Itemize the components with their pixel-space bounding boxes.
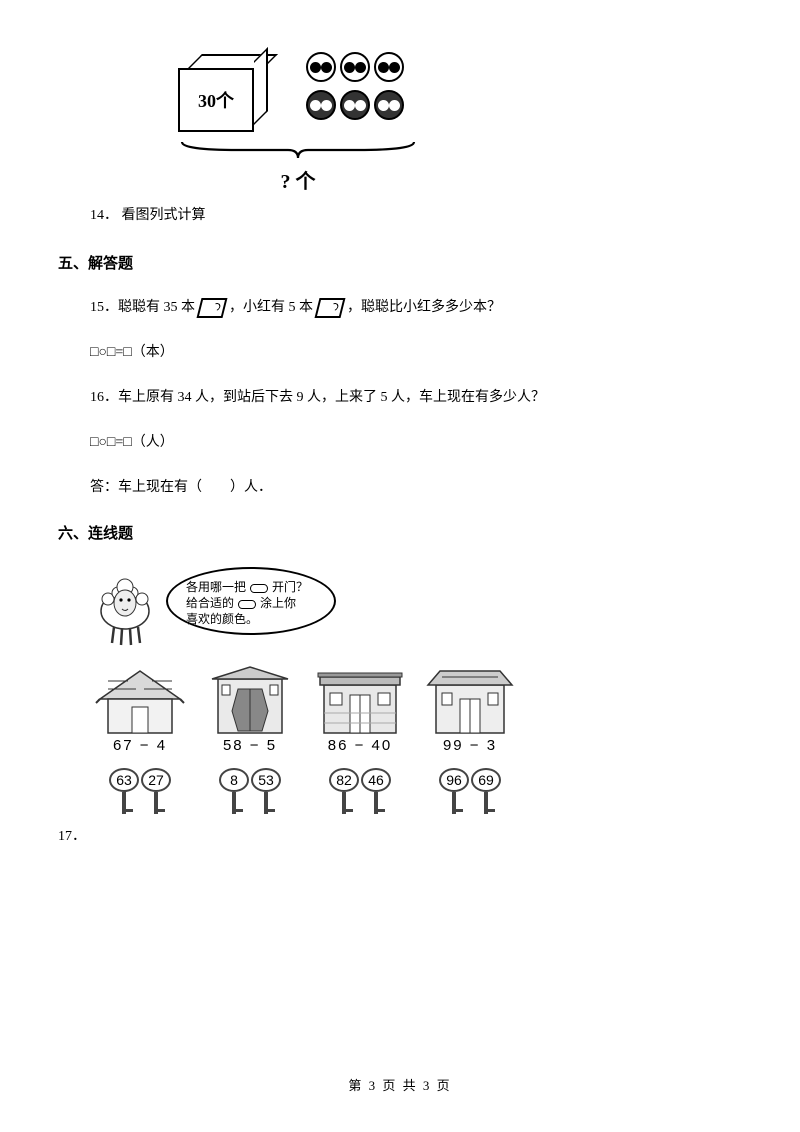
- sheep-icon: [90, 567, 160, 647]
- q14-prompt: 看图列式计算: [122, 208, 206, 223]
- house-eq-2: 58 − 5: [223, 737, 277, 754]
- section5-heading: 五、解答题: [58, 252, 742, 273]
- key-value: 96: [439, 768, 469, 792]
- key-icon: 69: [471, 768, 501, 814]
- bubble-l1a: 各用哪一把: [186, 580, 246, 594]
- key-pair-4: 96 69: [420, 768, 520, 814]
- key-icon: 27: [141, 768, 171, 814]
- book-icon: [315, 298, 346, 318]
- q16-formula: □○□=□（人）: [90, 432, 742, 453]
- q14-unknown: ? 个: [178, 165, 418, 194]
- house-icon: [422, 665, 518, 735]
- q17-number: 17．: [58, 826, 86, 847]
- q14-number: 14．: [90, 208, 118, 223]
- key-icon: 53: [251, 768, 281, 814]
- key-icon: [250, 584, 268, 593]
- key-value: 27: [141, 768, 171, 792]
- speech-bubble: 各用哪一把 开门？ 给合适的 涂上你 喜欢的颜色。: [166, 567, 336, 635]
- key-pair-3: 82 46: [310, 768, 410, 814]
- q17-figure: 各用哪一把 开门？ 给合适的 涂上你 喜欢的颜色。: [90, 567, 520, 814]
- footer-prefix: 第: [348, 1078, 363, 1093]
- footer-total: 3: [423, 1078, 432, 1093]
- bubble-l1b: 开门？: [272, 580, 308, 594]
- q15-formula: □○□=□（本）: [90, 342, 742, 363]
- key-icon: [238, 600, 256, 609]
- house-eq-1: 67 − 4: [113, 737, 167, 754]
- cube-label: 30个: [178, 68, 254, 132]
- bubble-l3: 喜欢的颜色。: [186, 611, 316, 627]
- house-icon: [202, 665, 298, 735]
- q14-figure: 30个 ? 个: [178, 40, 478, 194]
- key-pair-2: 8 53: [200, 768, 300, 814]
- key-value: 63: [109, 768, 139, 792]
- key-pair-1: 63 27: [90, 768, 190, 814]
- q16-line: 16． 车上原有 34 人，到站后下去 9 人，上来了 5 人，车上现在有多少人…: [90, 387, 742, 408]
- key-value: 53: [251, 768, 281, 792]
- section6-heading: 六、连线题: [58, 522, 742, 543]
- key-value: 8: [219, 768, 249, 792]
- q15-number: 15．: [90, 297, 118, 318]
- house-3: 86 − 40: [310, 665, 410, 754]
- key-value: 69: [471, 768, 501, 792]
- bubble-l2b: 涂上你: [260, 596, 296, 610]
- q15-line: 15． 聪聪有 35 本 ，小红有 5 本 ，聪聪比小红多多少本？: [90, 297, 742, 318]
- ball-icon: [306, 90, 336, 120]
- q14-top-row: 30个: [178, 40, 478, 132]
- ball-icon: [306, 52, 336, 82]
- book-icon: [197, 298, 228, 318]
- soccer-balls: [306, 52, 404, 120]
- house-icon: [92, 665, 188, 735]
- q16-number: 16．: [90, 387, 118, 408]
- key-icon: 96: [439, 768, 469, 814]
- house-icon: [312, 665, 408, 735]
- keys-row: 63 27 8 53 82 46: [90, 768, 520, 814]
- footer-mid: 页 共: [382, 1078, 417, 1093]
- key-icon: 46: [361, 768, 391, 814]
- key-icon: 82: [329, 768, 359, 814]
- ball-icon: [340, 52, 370, 82]
- key-value: 82: [329, 768, 359, 792]
- q16-answer: 答：车上现在有（ ）人．: [90, 477, 742, 498]
- q15-text-c: ，聪聪比小红多多少本？: [347, 297, 501, 318]
- ball-icon: [374, 90, 404, 120]
- house-2: 58 − 5: [200, 665, 300, 754]
- q14-text-line: 14． 看图列式计算: [58, 204, 742, 224]
- ball-icon: [374, 52, 404, 82]
- key-icon: 8: [219, 768, 249, 814]
- cube-box: 30个: [178, 54, 270, 132]
- q15-text-b: ，小红有 5 本: [229, 297, 313, 318]
- footer-suffix: 页: [437, 1078, 452, 1093]
- ball-icon: [340, 90, 370, 120]
- house-eq-3: 86 − 40: [328, 737, 392, 754]
- key-icon: 63: [109, 768, 139, 814]
- q16-text: 车上原有 34 人，到站后下去 9 人，上来了 5 人，车上现在有多少人？: [118, 387, 545, 408]
- bubble-l2a: 给合适的: [186, 596, 234, 610]
- key-value: 46: [361, 768, 391, 792]
- footer-page: 3: [369, 1078, 378, 1093]
- q15-text-a: 聪聪有 35 本: [118, 297, 195, 318]
- houses-row: 67 − 4 58 − 5: [90, 665, 520, 754]
- page-footer: 第 3 页 共 3 页: [0, 1075, 800, 1094]
- curly-brace: [178, 140, 478, 163]
- house-eq-4: 99 − 3: [443, 737, 497, 754]
- house-4: 99 − 3: [420, 665, 520, 754]
- house-1: 67 − 4: [90, 665, 190, 754]
